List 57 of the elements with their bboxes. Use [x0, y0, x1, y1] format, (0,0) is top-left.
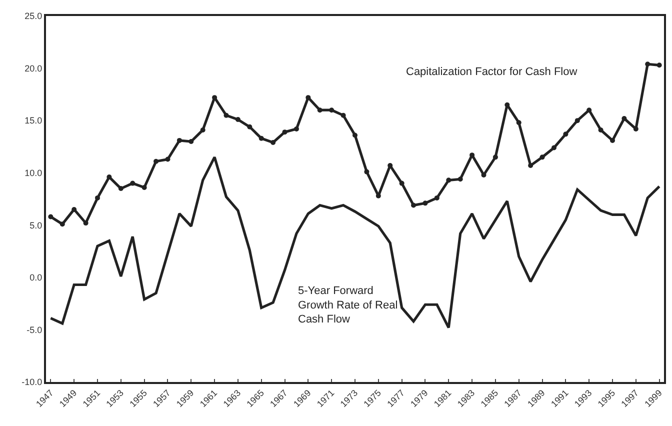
point	[492, 154, 498, 160]
point	[118, 186, 124, 192]
y-tick-label: -5.0	[26, 324, 42, 335]
point	[235, 117, 240, 122]
point	[176, 138, 182, 143]
point	[446, 178, 452, 183]
point	[656, 62, 662, 68]
point	[574, 118, 580, 124]
point	[610, 138, 615, 143]
point	[106, 174, 112, 180]
point	[586, 108, 592, 113]
point	[165, 156, 170, 162]
point	[399, 180, 404, 186]
point	[340, 112, 346, 118]
y-tick-label: 15.0	[24, 116, 42, 126]
point	[130, 180, 136, 186]
point	[270, 140, 276, 146]
point	[551, 145, 556, 150]
point	[528, 163, 534, 168]
text: Capitalization Factor for Cash Flow	[406, 66, 578, 78]
point	[504, 102, 510, 108]
point	[83, 220, 88, 226]
point	[352, 132, 358, 138]
point	[411, 202, 416, 208]
point	[282, 130, 288, 135]
point	[95, 195, 100, 200]
point	[434, 195, 440, 200]
point	[60, 222, 65, 227]
point	[294, 126, 299, 132]
point	[188, 138, 194, 144]
y-tick-label: -10.0	[22, 377, 42, 388]
point	[516, 120, 522, 126]
point	[154, 158, 159, 164]
point	[645, 62, 650, 67]
point	[364, 169, 370, 174]
y-tick-label: 0.0	[30, 272, 42, 283]
point	[540, 154, 545, 160]
y-tick-label: 5.0	[30, 220, 42, 230]
point	[142, 185, 147, 190]
point	[48, 214, 54, 220]
series-label: 5-Year Forward Growth Rate of Real Cash Flow	[298, 285, 398, 326]
point	[458, 176, 463, 182]
point	[563, 132, 568, 137]
line-series	[49, 156, 661, 329]
point	[598, 127, 604, 132]
y-tick-label: 10.0	[24, 168, 42, 178]
point	[422, 200, 428, 206]
point	[622, 116, 627, 121]
y-tick-label: 25.0	[24, 11, 42, 22]
point	[329, 108, 334, 113]
point	[247, 124, 252, 130]
point	[258, 136, 264, 141]
y-tick-label: 20.0	[24, 63, 42, 74]
point	[200, 127, 206, 132]
point	[72, 206, 77, 212]
point	[317, 108, 322, 113]
point	[224, 112, 229, 118]
